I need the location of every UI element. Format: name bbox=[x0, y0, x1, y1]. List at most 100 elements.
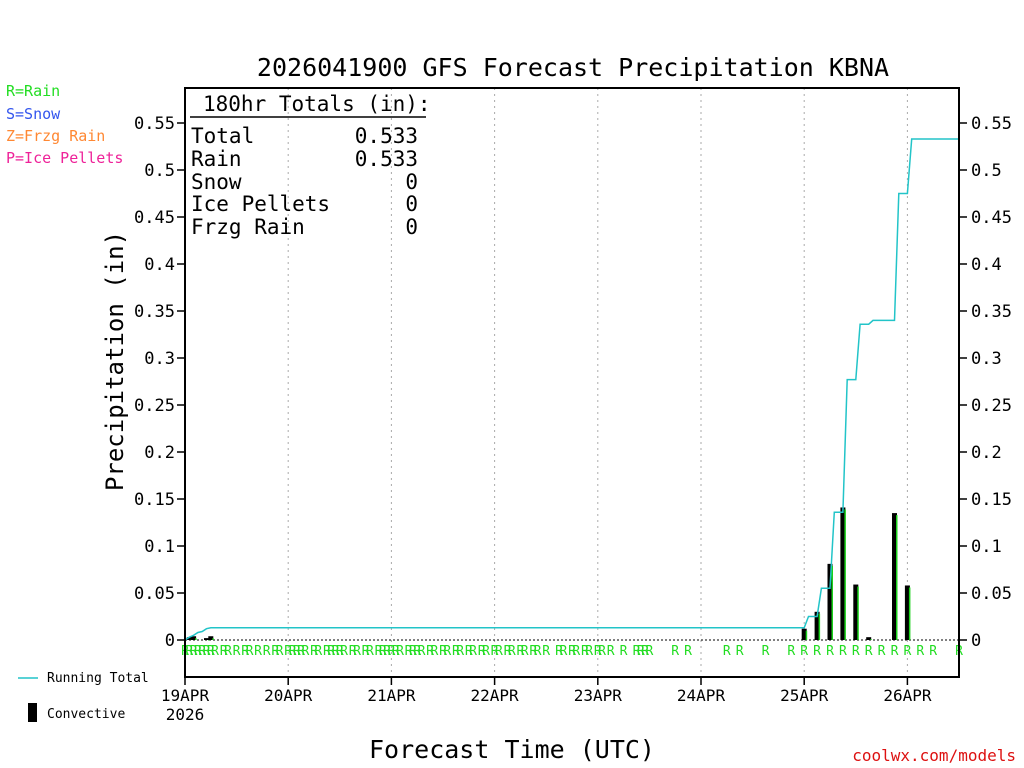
x-year-label: 2026 bbox=[166, 705, 205, 724]
ptype-mark: R bbox=[190, 644, 198, 659]
ptype-mark: R bbox=[254, 644, 262, 659]
y-tick-label-right: 0.25 bbox=[971, 396, 1012, 416]
convective-bar bbox=[212, 638, 214, 640]
ptype-mark: R bbox=[430, 644, 438, 659]
totals-value-total: 0.533 bbox=[355, 124, 418, 148]
x-tick-label: 24APR bbox=[677, 686, 726, 705]
ptype-mark: R bbox=[224, 644, 232, 659]
ptype-mark: R bbox=[542, 644, 550, 659]
legend-frzg-rain: Z=Frzg Rain bbox=[6, 127, 105, 145]
ptype-mark: R bbox=[362, 644, 370, 659]
y-tick-label-right: 0 bbox=[971, 631, 981, 651]
ptype-mark: R bbox=[852, 644, 860, 659]
ptype-mark: R bbox=[375, 644, 383, 659]
precip-bars bbox=[186, 507, 911, 641]
x-tick-label: 25APR bbox=[780, 686, 829, 705]
x-tick-label: 22APR bbox=[471, 686, 520, 705]
precip-bar bbox=[208, 636, 214, 640]
ptype-mark: R bbox=[185, 644, 193, 659]
ptype-mark: R bbox=[491, 644, 499, 659]
y-tick-label-right: 0.55 bbox=[971, 114, 1012, 134]
x-tick-label: 20APR bbox=[264, 686, 313, 705]
ptype-mark: R bbox=[469, 644, 477, 659]
ptype-mark: R bbox=[736, 644, 744, 659]
ptype-mark: R bbox=[598, 644, 606, 659]
running-total-legend-label: Running Total bbox=[47, 671, 149, 686]
ptype-mark: R bbox=[194, 644, 202, 659]
convective-bar bbox=[805, 630, 808, 640]
ptype-mark: R bbox=[878, 644, 886, 659]
ptype-mark: R bbox=[310, 644, 318, 659]
totals-label-ice-pellets: Ice Pellets bbox=[191, 192, 330, 216]
ptype-mark: R bbox=[839, 644, 847, 659]
ptype-mark: R bbox=[534, 644, 542, 659]
ptype-mark: R bbox=[478, 644, 486, 659]
ptype-mark: R bbox=[297, 644, 305, 659]
legend-ice-pellets: P=Ice Pellets bbox=[6, 149, 123, 167]
y-tick-label-right: 0.1 bbox=[971, 537, 1002, 557]
ptype-mark: R bbox=[826, 644, 834, 659]
precip-bar bbox=[853, 584, 859, 640]
running-total-series bbox=[184, 138, 959, 641]
y-tick-label-left: 0.25 bbox=[134, 396, 175, 416]
ptype-mark: R bbox=[301, 644, 309, 659]
ptype-mark: R bbox=[482, 644, 490, 659]
ptype-mark: R bbox=[568, 644, 576, 659]
ptype-mark: R bbox=[233, 644, 241, 659]
ptype-mark: R bbox=[443, 644, 451, 659]
totals-label-snow: Snow bbox=[191, 170, 242, 194]
ptype-mark: R bbox=[263, 644, 271, 659]
y-tick-label-left: 0.15 bbox=[134, 490, 175, 510]
y-tick-label-right: 0.5 bbox=[971, 161, 1002, 181]
ptype-mark: R bbox=[508, 644, 516, 659]
ptype-mark: R bbox=[594, 644, 602, 659]
ptype-mark: R bbox=[800, 644, 808, 659]
ptype-mark: R bbox=[787, 644, 795, 659]
convective-bar bbox=[831, 565, 833, 640]
convective-bar bbox=[818, 613, 821, 640]
y-tick-label-left: 0.35 bbox=[134, 302, 175, 322]
ptype-mark: R bbox=[641, 644, 649, 659]
ptype-mark: R bbox=[521, 644, 529, 659]
ptype-mark: R bbox=[762, 644, 770, 659]
ptype-mark: R bbox=[293, 644, 301, 659]
convective-bar bbox=[844, 509, 846, 640]
x-tick-label: 23APR bbox=[574, 686, 623, 705]
precip-bar bbox=[186, 637, 192, 640]
ptype-mark: R bbox=[409, 644, 417, 659]
y-tick-label-right: 0.35 bbox=[971, 302, 1012, 322]
ptype-mark: R bbox=[353, 644, 361, 659]
ptype-mark: R bbox=[392, 644, 400, 659]
totals-box: 180hr Totals (in): Total 0.533 Rain 0.53… bbox=[190, 92, 431, 239]
running-total-line bbox=[184, 138, 959, 641]
ptype-mark: R bbox=[323, 644, 331, 659]
convective-bar bbox=[195, 638, 197, 640]
ptype-mark: R bbox=[198, 644, 206, 659]
ptype-mark: R bbox=[211, 644, 219, 659]
ptype-mark: R bbox=[413, 644, 421, 659]
ptype-mark: R bbox=[645, 644, 653, 659]
totals-value-ice-pellets: 0 bbox=[405, 192, 418, 216]
ptype-mark: R bbox=[723, 644, 731, 659]
y-tick-label-right: 0.45 bbox=[971, 208, 1012, 228]
y-tick-label-left: 0.1 bbox=[144, 537, 175, 557]
ptype-mark: R bbox=[203, 644, 211, 659]
ptype-mark: R bbox=[349, 644, 357, 659]
totals-value-snow: 0 bbox=[405, 170, 418, 194]
ptype-mark: R bbox=[289, 644, 297, 659]
x-axis: 19APR 20APR 21APR 22APR 23APR 24APR 25APR 26APR… bbox=[161, 677, 932, 724]
ptype-mark: R bbox=[314, 644, 322, 659]
ptype-mark: R bbox=[241, 644, 249, 659]
y-axis-left: 0 0.05 0.1 0.15 0.2 0.25 0.3 0.35 0.4 0.45 0.5 0.55 bbox=[134, 114, 185, 651]
ptype-mark: R bbox=[620, 644, 628, 659]
convective-bar bbox=[870, 639, 872, 640]
ptype-mark: R bbox=[405, 644, 413, 659]
ptype-mark: R bbox=[559, 644, 567, 659]
precip-bar bbox=[892, 513, 897, 640]
ptype-mark: R bbox=[572, 644, 580, 659]
ptype-mark: R bbox=[891, 644, 899, 659]
ptype-mark: R bbox=[671, 644, 679, 659]
y-tick-label-left: 0.45 bbox=[134, 208, 175, 228]
